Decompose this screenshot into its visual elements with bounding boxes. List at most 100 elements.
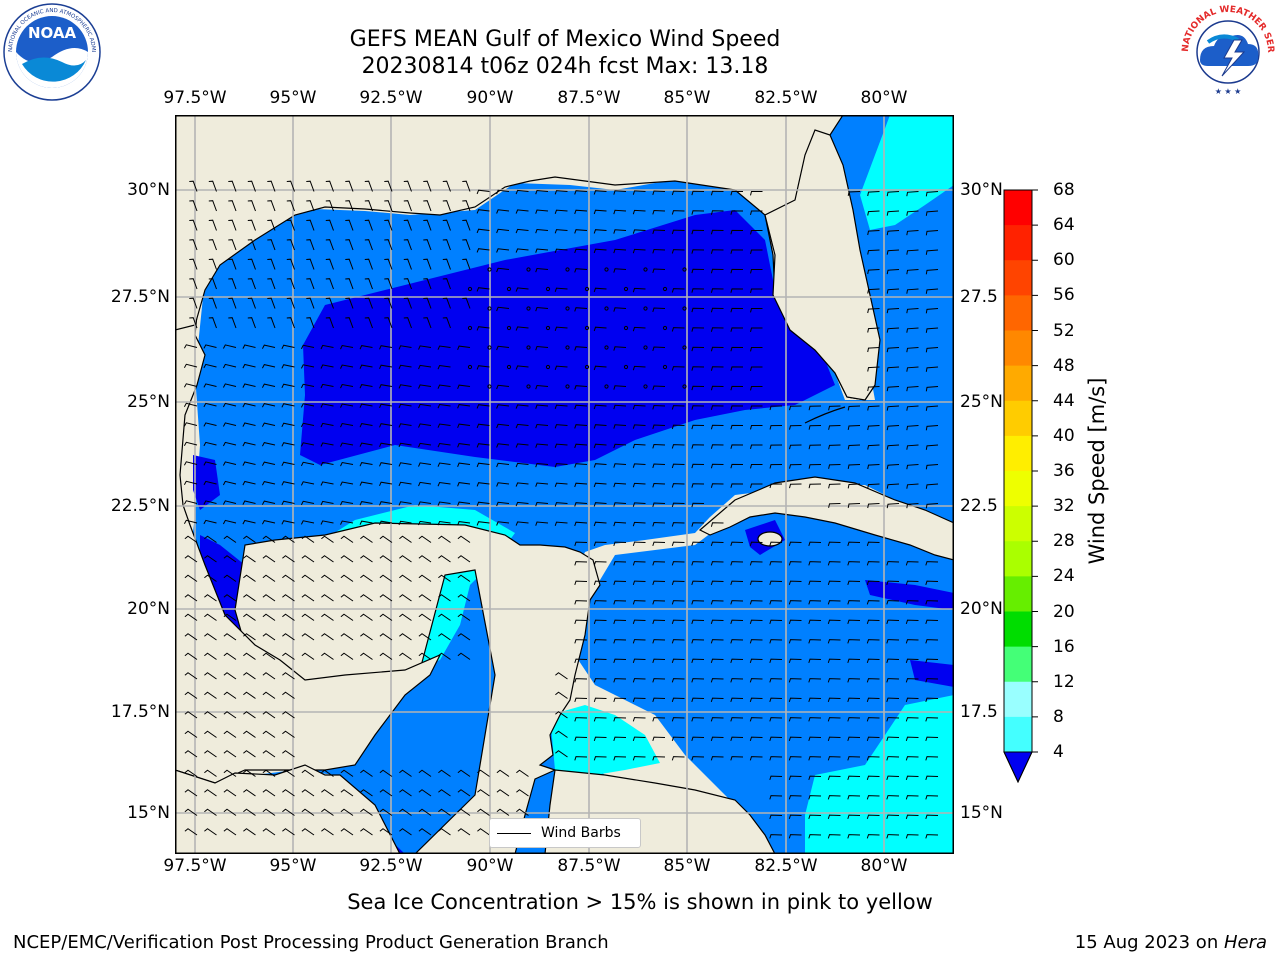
wind-barb bbox=[242, 363, 256, 369]
wind-barb bbox=[243, 711, 256, 719]
wind-barb bbox=[437, 501, 451, 506]
wind-barb bbox=[379, 345, 393, 350]
wind-barb bbox=[242, 519, 256, 525]
wind-barb bbox=[301, 613, 315, 621]
wind-barb bbox=[749, 619, 763, 625]
wind-barb bbox=[261, 520, 276, 525]
wind-barb bbox=[306, 297, 315, 309]
wind-barb bbox=[399, 613, 412, 621]
wind-barb bbox=[593, 502, 607, 507]
colorbar-band bbox=[1004, 400, 1032, 437]
wind-barb bbox=[750, 269, 763, 274]
wind-barb bbox=[398, 403, 412, 409]
wind-barb bbox=[379, 633, 393, 641]
calm-wind-region bbox=[865, 580, 954, 610]
wind-barb bbox=[574, 463, 588, 468]
wind-barb bbox=[301, 633, 315, 641]
wind-barb bbox=[345, 200, 354, 212]
wind-barb bbox=[208, 297, 217, 309]
wind-barb bbox=[574, 443, 588, 449]
wind-barb bbox=[554, 190, 568, 195]
wind-barb bbox=[301, 828, 315, 836]
wind-barb bbox=[243, 574, 256, 582]
wind-barb bbox=[808, 834, 822, 839]
wind-barb bbox=[554, 248, 568, 253]
wind-barb bbox=[379, 808, 393, 816]
wind-barb bbox=[847, 619, 861, 625]
wind-barb bbox=[632, 482, 646, 488]
wind-barb bbox=[243, 808, 256, 816]
lat-tick-left: 25°N bbox=[127, 392, 170, 412]
wind-barb bbox=[827, 795, 841, 800]
wind-barb bbox=[905, 678, 919, 683]
wind-barb bbox=[189, 239, 198, 251]
fresh-wind-region bbox=[550, 705, 660, 775]
wind-barb bbox=[906, 269, 919, 275]
wind-barb bbox=[247, 258, 256, 270]
wind-barb bbox=[300, 383, 315, 389]
wind-barb bbox=[613, 385, 627, 390]
wind-barb bbox=[710, 541, 724, 547]
wind-barb bbox=[671, 717, 685, 722]
graticule bbox=[175, 115, 954, 854]
wind-barb bbox=[671, 658, 685, 664]
wind-barb bbox=[671, 697, 685, 703]
calm-wind-region bbox=[910, 660, 954, 687]
wind-barb bbox=[360, 808, 373, 816]
wind-barb bbox=[925, 249, 939, 255]
wind-barb bbox=[359, 403, 373, 408]
wind-barb bbox=[457, 535, 471, 543]
wind-barb bbox=[496, 769, 510, 777]
wind-barb bbox=[827, 697, 841, 703]
wind-barb bbox=[906, 210, 919, 216]
wind-barb bbox=[866, 775, 880, 781]
lon-tick-bottom: 85°W bbox=[663, 856, 711, 876]
wind-barb bbox=[183, 480, 198, 485]
wind-barb bbox=[808, 697, 822, 703]
lon-tick-top: 92.5°W bbox=[359, 88, 423, 108]
wind-barb bbox=[340, 383, 354, 389]
wind-barb bbox=[423, 297, 432, 309]
wind-barb bbox=[788, 697, 802, 703]
wind-barb bbox=[476, 501, 490, 507]
lon-tick-top: 80°W bbox=[860, 88, 908, 108]
wind-barb bbox=[593, 600, 607, 605]
wind-barb bbox=[632, 443, 646, 449]
wind-barb bbox=[300, 422, 315, 428]
wind-barb bbox=[730, 541, 744, 547]
wind-barb bbox=[906, 288, 919, 294]
wind-barb bbox=[906, 347, 919, 353]
wind-barb bbox=[925, 288, 939, 294]
wind-barb bbox=[438, 633, 451, 641]
wind-barb bbox=[204, 750, 217, 758]
wind-barb bbox=[282, 613, 295, 621]
wind-barb bbox=[593, 248, 607, 254]
wind-barb bbox=[247, 297, 256, 309]
wind-barb bbox=[710, 424, 724, 430]
wind-barb bbox=[925, 269, 939, 275]
wind-barb bbox=[403, 180, 412, 192]
wind-barb bbox=[613, 580, 627, 586]
wind-barb bbox=[457, 574, 471, 582]
wind-barb bbox=[321, 594, 334, 602]
colorbar-band bbox=[1004, 365, 1032, 402]
credit-right: 15 Aug 2023 on Hera bbox=[1075, 932, 1267, 953]
wind-barb bbox=[222, 441, 237, 447]
wind-barb bbox=[261, 344, 276, 349]
wind-barb bbox=[204, 808, 217, 816]
wind-barb bbox=[476, 423, 490, 429]
wind-barb bbox=[379, 613, 393, 621]
wind-barb bbox=[183, 402, 198, 407]
wind-barb bbox=[184, 828, 198, 836]
wind-barb bbox=[247, 317, 256, 329]
wind-barb bbox=[808, 736, 822, 742]
wind-barb bbox=[905, 697, 919, 703]
wind-barb bbox=[730, 268, 744, 274]
wind-barb bbox=[243, 750, 256, 758]
lat-tick-right: 22.5 bbox=[960, 496, 998, 516]
calm-wind-marker bbox=[643, 345, 648, 350]
wind-barb bbox=[535, 267, 549, 273]
wind-barb bbox=[905, 736, 919, 742]
wind-barb bbox=[340, 481, 354, 486]
wind-barb bbox=[282, 808, 295, 816]
